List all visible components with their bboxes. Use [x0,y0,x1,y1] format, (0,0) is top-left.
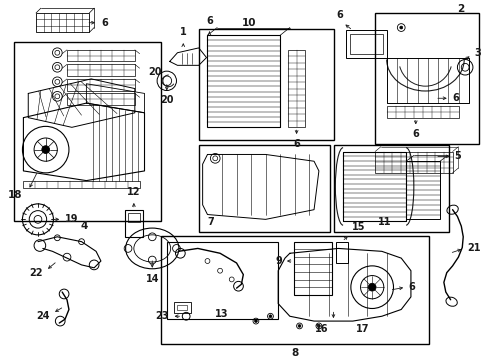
Text: 8: 8 [290,348,298,358]
Bar [334,145,448,232]
Text: 7: 7 [207,217,214,227]
Bar [198,28,334,140]
Bar [336,242,347,263]
Circle shape [42,146,49,153]
Text: 6: 6 [452,93,458,103]
Bar [125,210,142,237]
Circle shape [317,324,320,327]
Bar [293,242,332,295]
Bar [67,50,135,62]
Bar [67,79,135,90]
Text: 13: 13 [215,310,228,319]
Bar [386,106,458,118]
Bar [128,213,140,222]
Text: 16: 16 [314,324,328,334]
Text: 17: 17 [355,324,368,334]
Text: 6: 6 [101,18,107,28]
Text: 18: 18 [8,190,22,200]
Circle shape [367,283,375,291]
Circle shape [298,324,300,327]
Text: 1: 1 [180,27,186,37]
Text: 2: 2 [456,4,463,14]
Text: 9: 9 [275,256,282,266]
Bar [177,305,187,310]
Text: 23: 23 [155,311,168,321]
Bar [374,152,452,173]
Text: 6: 6 [411,129,418,139]
Text: 21: 21 [466,243,480,253]
Bar [23,181,140,188]
Bar [405,161,439,219]
Bar [346,31,386,58]
Bar [14,42,161,221]
Circle shape [268,315,271,318]
Bar [343,152,405,221]
Bar [161,236,428,344]
Bar [36,13,89,32]
Text: 5: 5 [453,152,460,161]
Text: 3: 3 [473,48,480,58]
Text: 15: 15 [351,222,365,232]
Bar [198,145,329,232]
Bar [207,35,280,127]
Bar [349,34,382,54]
Text: 14: 14 [145,274,159,284]
Circle shape [399,26,402,29]
Text: 11: 11 [377,217,391,227]
Bar [374,13,478,144]
Circle shape [254,320,257,323]
Text: 22: 22 [29,267,43,278]
Bar [67,64,135,76]
Bar [287,50,305,127]
Text: 10: 10 [242,18,256,28]
Text: 6: 6 [407,282,414,292]
Bar [166,242,278,319]
Text: 20: 20 [148,67,162,77]
Bar [67,94,135,105]
Text: 6: 6 [336,10,343,20]
Text: 24: 24 [36,311,49,321]
Text: 12: 12 [127,187,141,197]
Text: 20: 20 [160,95,173,105]
Text: 6: 6 [293,139,299,149]
Text: 6: 6 [205,15,212,26]
Text: 19: 19 [65,214,79,224]
Text: 4: 4 [81,221,88,231]
Bar [173,302,191,313]
